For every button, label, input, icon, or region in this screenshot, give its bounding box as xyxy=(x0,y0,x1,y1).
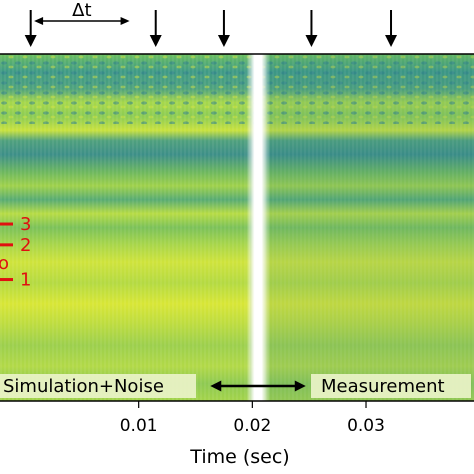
event-arrow xyxy=(24,10,37,47)
measurement-region-shade xyxy=(250,54,474,401)
mode-marker-label: 2 xyxy=(20,235,31,256)
x-axis-ticks: 0.01 0.02 0.03 xyxy=(120,401,385,436)
transition-arrow-head-left xyxy=(210,380,222,392)
simulation-label: Simulation+Noise xyxy=(3,376,164,397)
mode-marker: 2 xyxy=(0,235,31,256)
event-arrow xyxy=(217,10,230,47)
event-arrow xyxy=(305,10,318,47)
mode-marker-label: 1 xyxy=(20,270,31,291)
delta-t-head-right xyxy=(120,17,130,25)
mode-marker: 3 xyxy=(0,214,31,235)
delta-t-annotation: Δt xyxy=(34,0,130,25)
mode-markers: 32 1 xyxy=(0,214,31,291)
mode-marker: 1 xyxy=(0,270,31,291)
delta-t-head-left xyxy=(34,17,44,25)
transition-arrow xyxy=(210,380,306,392)
transition-arrow-head-right xyxy=(294,380,306,392)
event-arrow xyxy=(385,10,398,47)
spectrogram-fine-striations xyxy=(0,54,474,401)
measurement-label: Measurement xyxy=(321,376,445,397)
measurement-label-box: Measurement xyxy=(311,374,471,398)
mode-marker-label: 3 xyxy=(20,214,31,235)
x-tick-label: 0.01 xyxy=(120,416,158,436)
spectrogram-plot-area xyxy=(0,54,474,401)
event-arrows xyxy=(24,10,398,47)
event-arrow xyxy=(149,10,162,47)
x-tick-label: 0.03 xyxy=(347,416,385,436)
x-tick-label: 0.02 xyxy=(233,416,271,436)
simulation-label-box: Simulation+Noise xyxy=(0,374,196,398)
x-axis-label: Time (sec) xyxy=(189,446,289,468)
region-separator-band xyxy=(246,54,271,401)
delta-t-label: Δt xyxy=(72,0,91,21)
partial-mode-label: o xyxy=(0,253,9,274)
